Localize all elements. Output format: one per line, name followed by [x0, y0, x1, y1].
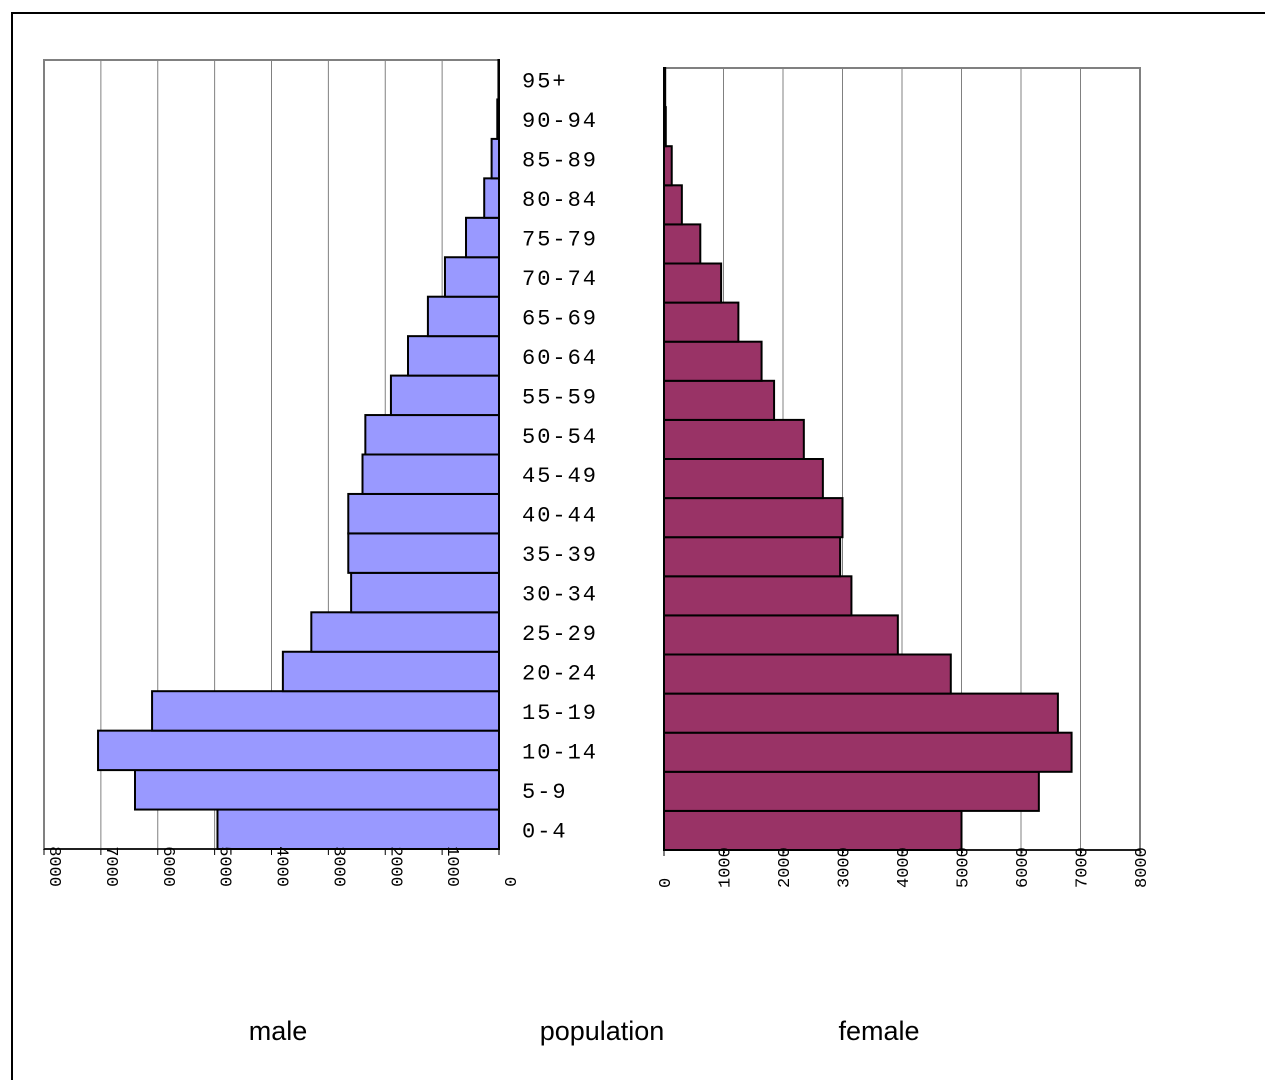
age-label-75-79: 75-79 — [522, 228, 598, 253]
female-tick-label: 1000 — [717, 847, 736, 888]
female-bar-30-34 — [663, 575, 853, 617]
male-tick-label: 3000 — [328, 846, 347, 887]
male-bar-70-74 — [443, 256, 500, 298]
age-label-35-39: 35-39 — [522, 543, 598, 568]
female-bar-25-29 — [663, 614, 899, 656]
male-bar-20-24 — [281, 650, 500, 693]
female-tick-label: 7000 — [1074, 847, 1093, 888]
male-bar-85-89 — [490, 137, 501, 180]
male-bar-10-14 — [97, 729, 500, 772]
male-bar-5-9 — [134, 769, 500, 811]
male-tick-label: 7000 — [101, 846, 120, 887]
age-label-25-29: 25-29 — [522, 622, 598, 647]
male-bar-60-64 — [407, 335, 500, 377]
male-tick-label: 8000 — [44, 846, 63, 887]
female-tick-label: 6000 — [1014, 847, 1033, 888]
age-label-50-54: 50-54 — [522, 425, 598, 450]
age-label-5-9: 5-9 — [522, 780, 568, 805]
female-bar-20-24 — [663, 653, 952, 695]
female-bar-85-89 — [663, 145, 673, 187]
age-label-65-69: 65-69 — [522, 306, 598, 331]
male-bar-55-59 — [389, 374, 500, 417]
female-bar-5-9 — [663, 770, 1040, 812]
female-bar-55-59 — [663, 379, 776, 421]
female-bar-60-64 — [663, 340, 763, 382]
female-tick-label: 8000 — [1133, 847, 1152, 888]
female-bar-70-74 — [663, 262, 723, 304]
female-bar-0-4 — [663, 809, 963, 852]
age-group-labels: 0-4 5-9 10-14 15-19 20-24 25-29 30-34 35-39 40-4… — [522, 70, 598, 845]
male-bar-0-4 — [216, 808, 500, 850]
male-caption: male — [249, 1016, 308, 1046]
female-tick-label: 3000 — [836, 847, 855, 888]
male-bar-40-44 — [347, 492, 500, 535]
age-label-90-94: 90-94 — [522, 109, 598, 134]
female-tick-label: 4000 — [895, 847, 914, 888]
male-bar-75-79 — [465, 216, 501, 259]
male-tick-label: 4000 — [272, 846, 291, 887]
age-label-55-59: 55-59 — [522, 385, 598, 410]
age-label-40-44: 40-44 — [522, 504, 598, 529]
female-caption: female — [838, 1016, 919, 1046]
female-bar-50-54 — [663, 418, 805, 460]
age-label-70-74: 70-74 — [522, 267, 598, 292]
age-label-45-49: 45-49 — [522, 464, 598, 489]
age-label-15-19: 15-19 — [522, 701, 598, 726]
female-bar-35-39 — [663, 536, 842, 578]
female-bar-40-44 — [663, 497, 844, 539]
age-label-80-84: 80-84 — [522, 188, 598, 213]
male-tick-label: 6000 — [158, 846, 177, 887]
female-bar-45-49 — [663, 458, 824, 500]
female-bar-10-14 — [663, 731, 1073, 773]
male-bar-30-34 — [350, 571, 500, 614]
male-plot-area — [43, 59, 501, 850]
male-tick-label: 0 — [499, 877, 518, 887]
population-caption: population — [540, 1016, 665, 1046]
male-bar-80-84 — [483, 177, 500, 219]
male-tick-label: 2000 — [385, 846, 404, 887]
male-bar-65-69 — [426, 295, 500, 338]
female-x-axis-ticks: 0 1000 2000 3000 4000 5000 6000 7000 8000 — [657, 847, 1152, 888]
male-x-axis-ticks: 0 1000 2000 3000 4000 5000 6000 7000 8000 — [43, 846, 518, 887]
male-tick-label: 5000 — [215, 846, 234, 887]
male-bar-45-49 — [361, 453, 500, 495]
chart-frame — [11, 12, 1265, 1080]
female-bar-75-79 — [663, 223, 702, 265]
age-label-30-34: 30-34 — [522, 583, 598, 608]
age-label-20-24: 20-24 — [522, 661, 598, 686]
age-label-10-14: 10-14 — [522, 740, 598, 765]
male-bar-35-39 — [347, 532, 500, 574]
age-label-95+: 95+ — [522, 70, 568, 95]
male-bar-15-19 — [151, 690, 500, 732]
age-label-0-4: 0-4 — [522, 819, 568, 844]
female-bar-65-69 — [663, 301, 740, 343]
age-label-85-89: 85-89 — [522, 149, 598, 174]
age-label-60-64: 60-64 — [522, 346, 598, 371]
female-tick-label: 0 — [657, 878, 676, 888]
female-tick-label: 5000 — [955, 847, 974, 888]
male-tick-label: 1000 — [442, 846, 461, 887]
female-tick-label: 2000 — [776, 847, 795, 888]
female-plot-area — [663, 67, 1141, 852]
female-bar-80-84 — [663, 184, 683, 226]
female-bar-15-19 — [663, 692, 1059, 734]
male-bar-25-29 — [310, 611, 500, 653]
male-bar-50-54 — [364, 414, 500, 456]
